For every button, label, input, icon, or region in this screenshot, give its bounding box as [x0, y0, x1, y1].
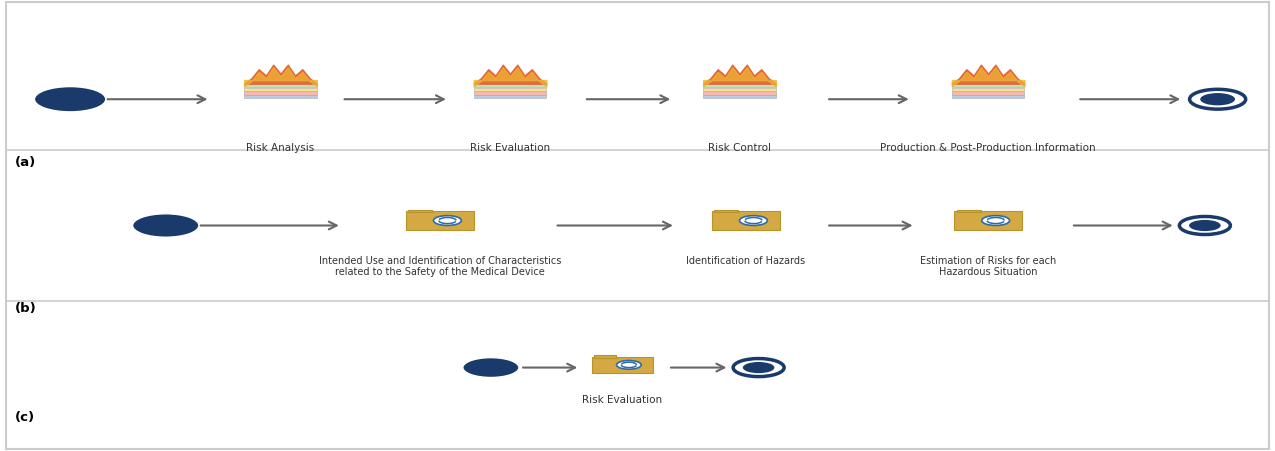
- Circle shape: [434, 216, 462, 226]
- Text: Risk Analysis: Risk Analysis: [246, 143, 315, 153]
- Circle shape: [133, 214, 199, 237]
- FancyBboxPatch shape: [956, 210, 980, 212]
- FancyBboxPatch shape: [594, 355, 616, 358]
- FancyBboxPatch shape: [244, 84, 316, 87]
- Text: Risk Evaluation: Risk Evaluation: [470, 143, 550, 153]
- FancyBboxPatch shape: [474, 84, 546, 87]
- Circle shape: [1179, 216, 1230, 235]
- FancyBboxPatch shape: [951, 84, 1025, 87]
- Circle shape: [1200, 93, 1235, 106]
- Text: Risk Evaluation: Risk Evaluation: [583, 395, 662, 405]
- FancyBboxPatch shape: [474, 87, 546, 91]
- Text: Risk Control: Risk Control: [708, 143, 771, 153]
- Text: Production & Post-Production Information: Production & Post-Production Information: [880, 143, 1096, 153]
- FancyBboxPatch shape: [405, 212, 474, 230]
- Circle shape: [463, 358, 519, 377]
- FancyBboxPatch shape: [704, 84, 775, 87]
- FancyBboxPatch shape: [408, 210, 432, 212]
- FancyBboxPatch shape: [704, 91, 775, 95]
- Text: (b): (b): [15, 302, 37, 315]
- Text: Estimation of Risks for each
Hazardous Situation: Estimation of Risks for each Hazardous S…: [921, 256, 1056, 277]
- Text: Identification of Hazards: Identification of Hazards: [686, 256, 806, 266]
- Text: Intended Use and Identification of Characteristics
related to the Safety of the : Intended Use and Identification of Chara…: [319, 256, 561, 277]
- FancyBboxPatch shape: [951, 91, 1025, 95]
- Circle shape: [1190, 220, 1220, 231]
- Circle shape: [34, 87, 106, 112]
- FancyBboxPatch shape: [474, 95, 546, 98]
- FancyBboxPatch shape: [474, 91, 546, 95]
- Text: (a): (a): [15, 156, 37, 169]
- Circle shape: [617, 360, 641, 369]
- FancyBboxPatch shape: [244, 91, 316, 95]
- FancyBboxPatch shape: [704, 87, 775, 91]
- Circle shape: [733, 359, 784, 377]
- FancyBboxPatch shape: [704, 95, 775, 98]
- Circle shape: [740, 216, 768, 226]
- Circle shape: [743, 362, 774, 373]
- FancyBboxPatch shape: [244, 95, 316, 98]
- FancyBboxPatch shape: [954, 212, 1023, 230]
- Circle shape: [1190, 89, 1246, 109]
- FancyBboxPatch shape: [592, 357, 653, 373]
- Circle shape: [982, 216, 1010, 226]
- FancyBboxPatch shape: [951, 87, 1025, 91]
- FancyBboxPatch shape: [244, 87, 316, 91]
- Text: (c): (c): [15, 411, 36, 424]
- FancyBboxPatch shape: [714, 210, 738, 212]
- FancyBboxPatch shape: [951, 95, 1025, 98]
- FancyBboxPatch shape: [711, 212, 780, 230]
